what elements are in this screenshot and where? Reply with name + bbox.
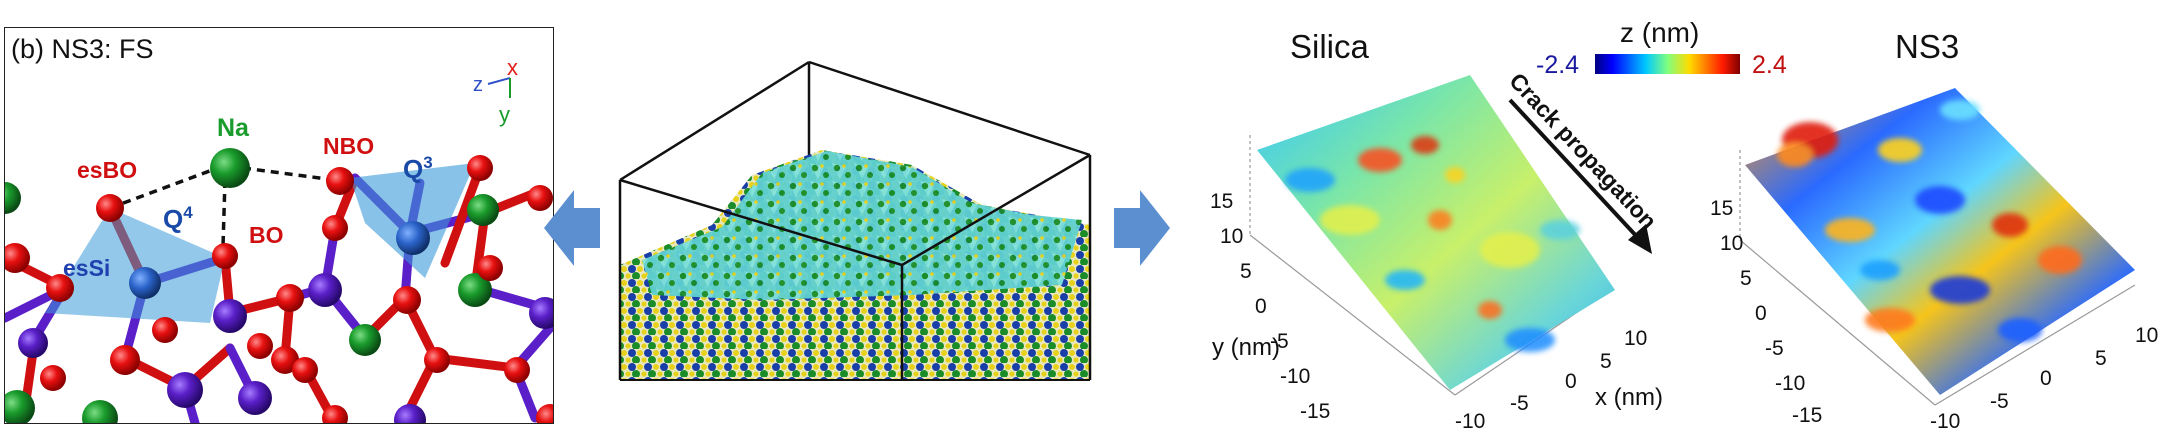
axis-indicator: z x y	[473, 55, 518, 127]
svg-text:-5: -5	[1510, 392, 1529, 415]
svg-text:-5: -5	[1270, 330, 1289, 353]
panel-title: (b) NS3: FS	[11, 34, 154, 64]
svg-text:-10: -10	[1455, 410, 1485, 433]
colorbar-label: z (nm)	[1620, 17, 1699, 48]
silica-x-ticks: -10 -5 0 5 10	[1455, 327, 1647, 433]
svg-text:15: 15	[1210, 190, 1233, 213]
silica-x-label: x (nm)	[1595, 384, 1663, 411]
svg-text:5: 5	[2095, 347, 2107, 370]
ns3-surface	[1745, 88, 2135, 395]
svg-text:10: 10	[1624, 327, 1647, 350]
colorbar-max: 2.4	[1752, 51, 1787, 79]
svg-text:10: 10	[1720, 232, 1743, 255]
axis-x-label: x	[507, 55, 518, 80]
svg-text:0: 0	[1755, 302, 1767, 325]
label-bo: BO	[249, 222, 284, 248]
label-esbo: esBO	[77, 157, 137, 183]
svg-text:10: 10	[1220, 225, 1243, 248]
svg-text:-5: -5	[1765, 337, 1784, 360]
svg-text:-10: -10	[1930, 410, 1960, 433]
svg-text:-10: -10	[1280, 365, 1310, 388]
svg-text:5: 5	[1240, 260, 1252, 283]
svg-text:5: 5	[1740, 267, 1752, 290]
svg-text:0: 0	[1255, 295, 1267, 318]
label-essi: esSi	[63, 255, 110, 281]
label-q3: Q3	[403, 153, 433, 184]
svg-text:-10: -10	[1775, 372, 1805, 395]
ns3-title: NS3	[1895, 28, 1959, 65]
axis-y-label: y	[499, 102, 510, 127]
atoms	[5, 148, 553, 423]
right-arrow	[1114, 190, 1170, 266]
q4-tetrahedron	[45, 208, 225, 323]
axis-z-label: z	[473, 74, 483, 96]
ns3-y-ticks: 15 10 5 0 -5 -10 -15	[1710, 197, 1822, 427]
simulation-box	[618, 60, 1092, 381]
svg-text:0: 0	[1565, 370, 1577, 393]
label-nbo: NBO	[323, 133, 374, 159]
q3-tetrahedron	[350, 163, 475, 278]
svg-text:0: 0	[2040, 367, 2052, 390]
ns3-axes-box	[1739, 150, 2136, 406]
surface-plots: Silica NS3 z (nm) -2.4 2.4 Crack propaga…	[1210, 17, 2158, 433]
left-arrow	[544, 190, 600, 266]
silica-surface	[1257, 75, 1615, 390]
svg-text:-5: -5	[1990, 390, 2009, 413]
label-na: Na	[217, 114, 250, 142]
silica-title: Silica	[1290, 28, 1370, 65]
svg-text:5: 5	[1600, 350, 1612, 373]
label-q4: Q4	[163, 203, 193, 234]
silica-y-label: y (nm)	[1212, 334, 1280, 361]
atomic-structure-svg: z x y (b) NS3: FS Na NBO esBO BO esSi Q4…	[5, 34, 553, 423]
svg-text:-15: -15	[1792, 404, 1822, 427]
svg-text:-15: -15	[1300, 400, 1330, 423]
ns3-x-ticks: -10 -5 0 5 10	[1930, 324, 2158, 433]
svg-text:10: 10	[2135, 324, 2158, 347]
colorbar-min: -2.4	[1536, 51, 1579, 79]
atomic-structure-panel: z x y (b) NS3: FS Na NBO esBO BO esSi Q4…	[4, 27, 554, 424]
ionic-interactions	[109, 164, 336, 247]
silica-y-ticks: 15 10 5 0 -5 -10 -15	[1210, 190, 1330, 423]
colorbar: z (nm) -2.4 2.4	[1536, 17, 1787, 79]
svg-text:15: 15	[1710, 197, 1733, 220]
